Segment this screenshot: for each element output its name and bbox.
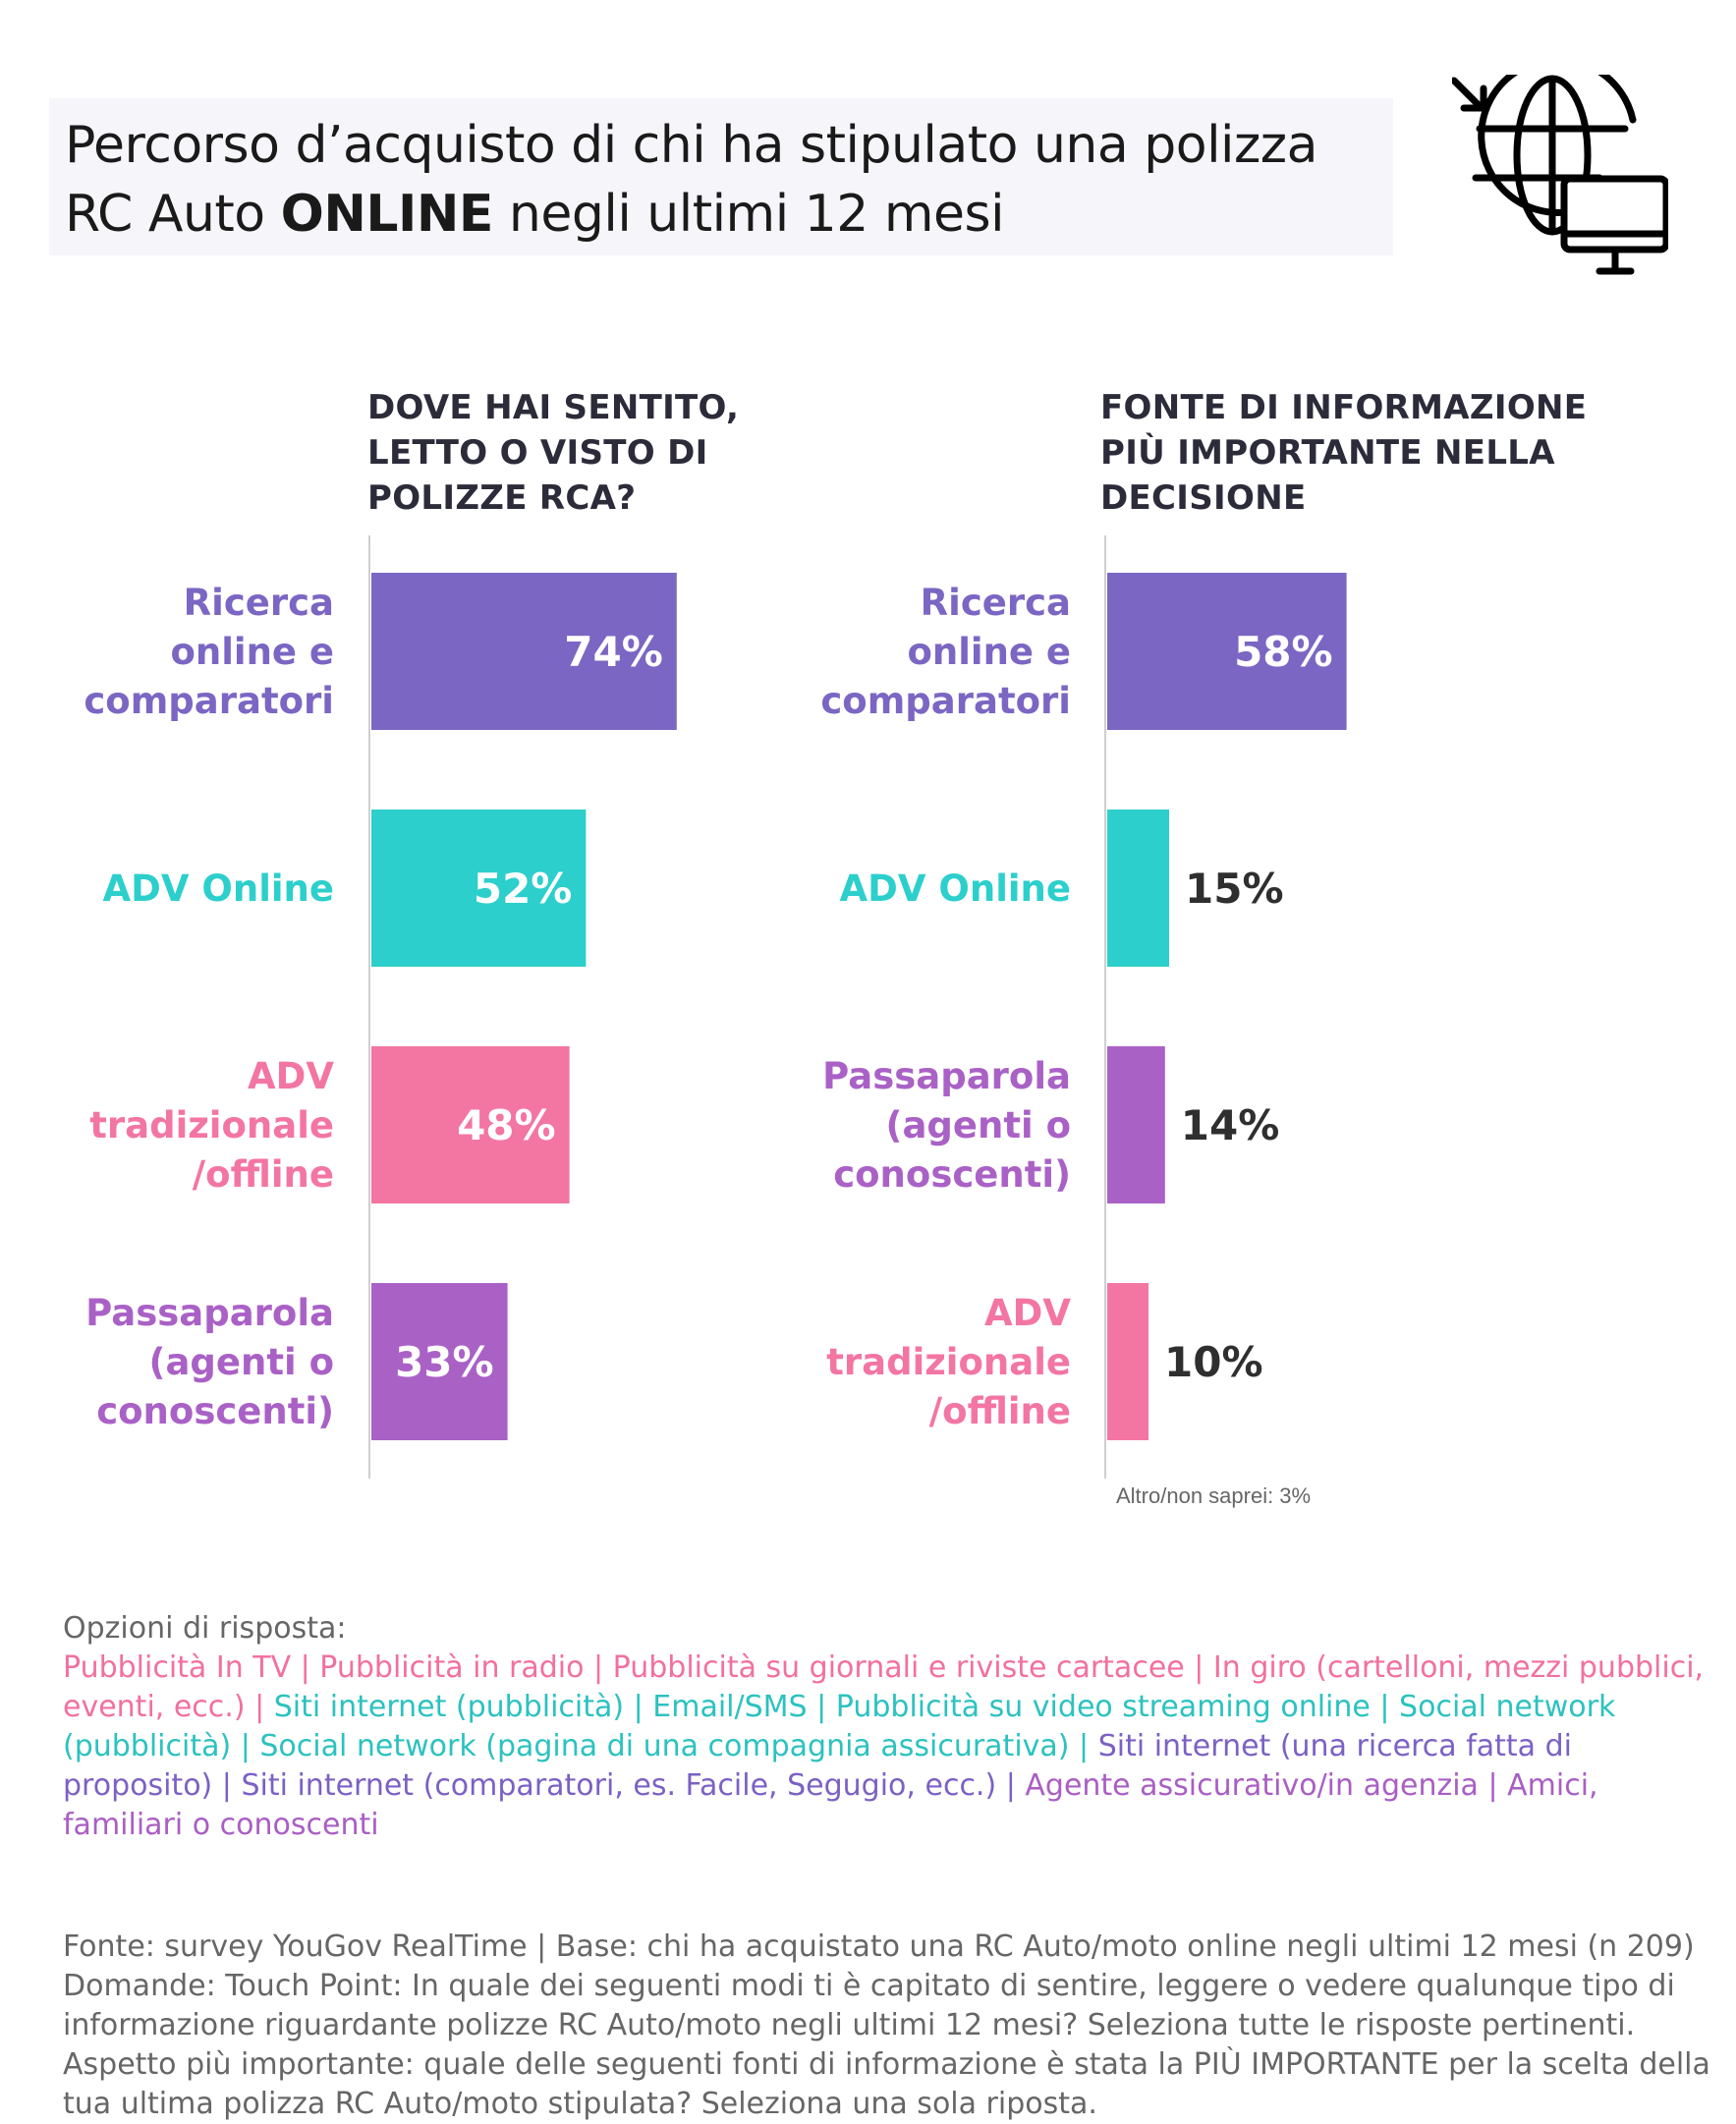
bar-charts: 74% Ricerca online e comparatori 52% ADV Onli…: [84, 535, 1347, 1479]
answer-option: Siti internet (una ricerca fatta di prop…: [63, 1729, 1572, 1803]
category-label-passaparola: conoscenti): [833, 1153, 1071, 1196]
category-label-ricerca: Ricerca: [921, 582, 1071, 624]
questions-text: Domande: Touch Point: In quale dei segue…: [63, 1969, 1710, 2121]
category-label-passaparola: Passaparola: [85, 1292, 334, 1334]
answer-options: Opzioni di risposta: Pubblicità In TV | …: [63, 1609, 1713, 1845]
chart-1-title-line: POLIZZE RCA?: [367, 478, 637, 518]
option-separator: |: [231, 1729, 260, 1763]
title-suffix: negli ultimi 12 mesi: [492, 185, 1005, 244]
bar-value-label: 48%: [457, 1101, 556, 1149]
category-label-ricerca: online e: [907, 631, 1071, 673]
chart-1-title-line: DOVE HAI SENTITO,: [367, 388, 740, 427]
bar-adv_online: [1107, 810, 1169, 967]
category-label-passaparola: conoscenti): [96, 1390, 334, 1432]
category-label-adv_trad: /offline: [193, 1153, 334, 1196]
bar-value-label: 33%: [395, 1338, 494, 1386]
option-separator: |: [624, 1690, 653, 1724]
option-separator: |: [1478, 1768, 1508, 1803]
answer-option: Pubblicità su video streaming online: [835, 1690, 1371, 1724]
bar-value-label: 52%: [474, 865, 573, 913]
chart-2-title-line: FONTE DI INFORMAZIONE: [1100, 388, 1588, 427]
category-label-passaparola: (agenti o: [149, 1341, 334, 1383]
answer-option: Pubblicità su giornali e riviste cartace…: [612, 1650, 1185, 1685]
option-separator: |: [212, 1768, 242, 1803]
answer-option: Amici, familiari o conoscenti: [63, 1768, 1598, 1842]
bar-adv_trad: [1107, 1283, 1148, 1440]
option-separator: |: [584, 1650, 613, 1685]
page-title-line-2: RC Auto ONLINE negli ultimi 12 mesi: [65, 185, 1005, 244]
bar-ricerca: [371, 573, 677, 730]
category-label-adv_trad: /offline: [929, 1390, 1071, 1432]
category-label-ricerca: comparatori: [820, 680, 1071, 722]
chart-1-title-line: LETTO O VISTO DI: [367, 433, 708, 473]
category-label-adv_trad: tradizionale: [826, 1341, 1071, 1383]
answer-option: Siti internet (pubblicità): [273, 1690, 625, 1724]
answer-option: Pubblicità In TV: [63, 1650, 292, 1685]
category-label-ricerca: Ricerca: [184, 582, 334, 624]
answer-option: Agente assicurativo/in agenzia: [1025, 1768, 1479, 1803]
option-separator: |: [1069, 1729, 1098, 1763]
bar-value-label: 15%: [1185, 865, 1284, 913]
bar-adv_online: [371, 810, 587, 967]
bar-ricerca: [1107, 573, 1347, 730]
category-label-adv_online: ADV Online: [840, 867, 1071, 910]
answer-option: Siti internet (comparatori, es. Facile, …: [241, 1768, 997, 1803]
bar-value-label: 10%: [1164, 1338, 1263, 1386]
category-label-adv_trad: ADV: [984, 1292, 1071, 1334]
answer-option: Email/SMS: [652, 1690, 808, 1724]
title-box: Percorso d’acquisto di chi ha stipulato …: [49, 98, 1393, 255]
category-label-adv_online: ADV Online: [103, 867, 334, 910]
option-separator: |: [291, 1650, 320, 1685]
chart-2-title-line: DECISIONE: [1100, 478, 1307, 518]
options-list: Pubblicità In TV | Pubblicità in radio |…: [63, 1649, 1713, 1845]
source-line: Fonte: survey YouGov RealTime | Base: ch…: [63, 1929, 1695, 1964]
option-separator: |: [996, 1768, 1026, 1803]
category-label-passaparola: (agenti o: [886, 1104, 1071, 1146]
category-label-adv_trad: tradizionale: [89, 1104, 334, 1146]
option-separator: |: [1370, 1690, 1400, 1724]
bar-passaparola: [1107, 1046, 1165, 1203]
chart-1-title: DOVE HAI SENTITO, LETTO O VISTO DI POLIZ…: [367, 385, 739, 521]
answer-option: Social network (pubblicità): [63, 1690, 1616, 1763]
option-separator: |: [807, 1690, 836, 1724]
category-label-adv_trad: ADV: [248, 1055, 334, 1097]
bar-value-label: 14%: [1181, 1101, 1280, 1149]
chart-2-note: Altro/non saprei: 3%: [1116, 1483, 1312, 1508]
chart-2-title: FONTE DI INFORMAZIONE PIÙ IMPORTANTE NEL…: [1100, 385, 1587, 521]
answer-option: Social network (pagina di una compagnia …: [259, 1729, 1070, 1763]
option-separator: |: [245, 1690, 274, 1724]
source-notes: Fonte: survey YouGov RealTime | Base: ch…: [63, 1928, 1723, 2124]
title-emphasis: ONLINE: [280, 185, 494, 244]
title-prefix: RC Auto: [65, 185, 281, 244]
bar-passaparola: [371, 1283, 508, 1440]
answer-option: In giro (cartelloni, mezzi pubblici, eve…: [63, 1650, 1705, 1724]
bar-adv_trad: [371, 1046, 570, 1203]
option-separator: |: [1184, 1650, 1213, 1685]
bar-value-label: 58%: [1234, 628, 1333, 676]
chart-2-title-line: PIÙ IMPORTANTE NELLA: [1100, 433, 1555, 473]
category-label-ricerca: online e: [170, 631, 334, 673]
answer-option: Pubblicità in radio: [319, 1650, 585, 1685]
globe-monitor-icon: [1452, 75, 1668, 275]
page-title-line-1: Percorso d’acquisto di chi ha stipulato …: [65, 116, 1317, 175]
bar-value-label: 74%: [564, 628, 663, 676]
category-label-ricerca: comparatori: [84, 680, 334, 722]
category-label-passaparola: Passaparola: [822, 1055, 1071, 1097]
options-title: Opzioni di risposta:: [63, 1611, 347, 1646]
